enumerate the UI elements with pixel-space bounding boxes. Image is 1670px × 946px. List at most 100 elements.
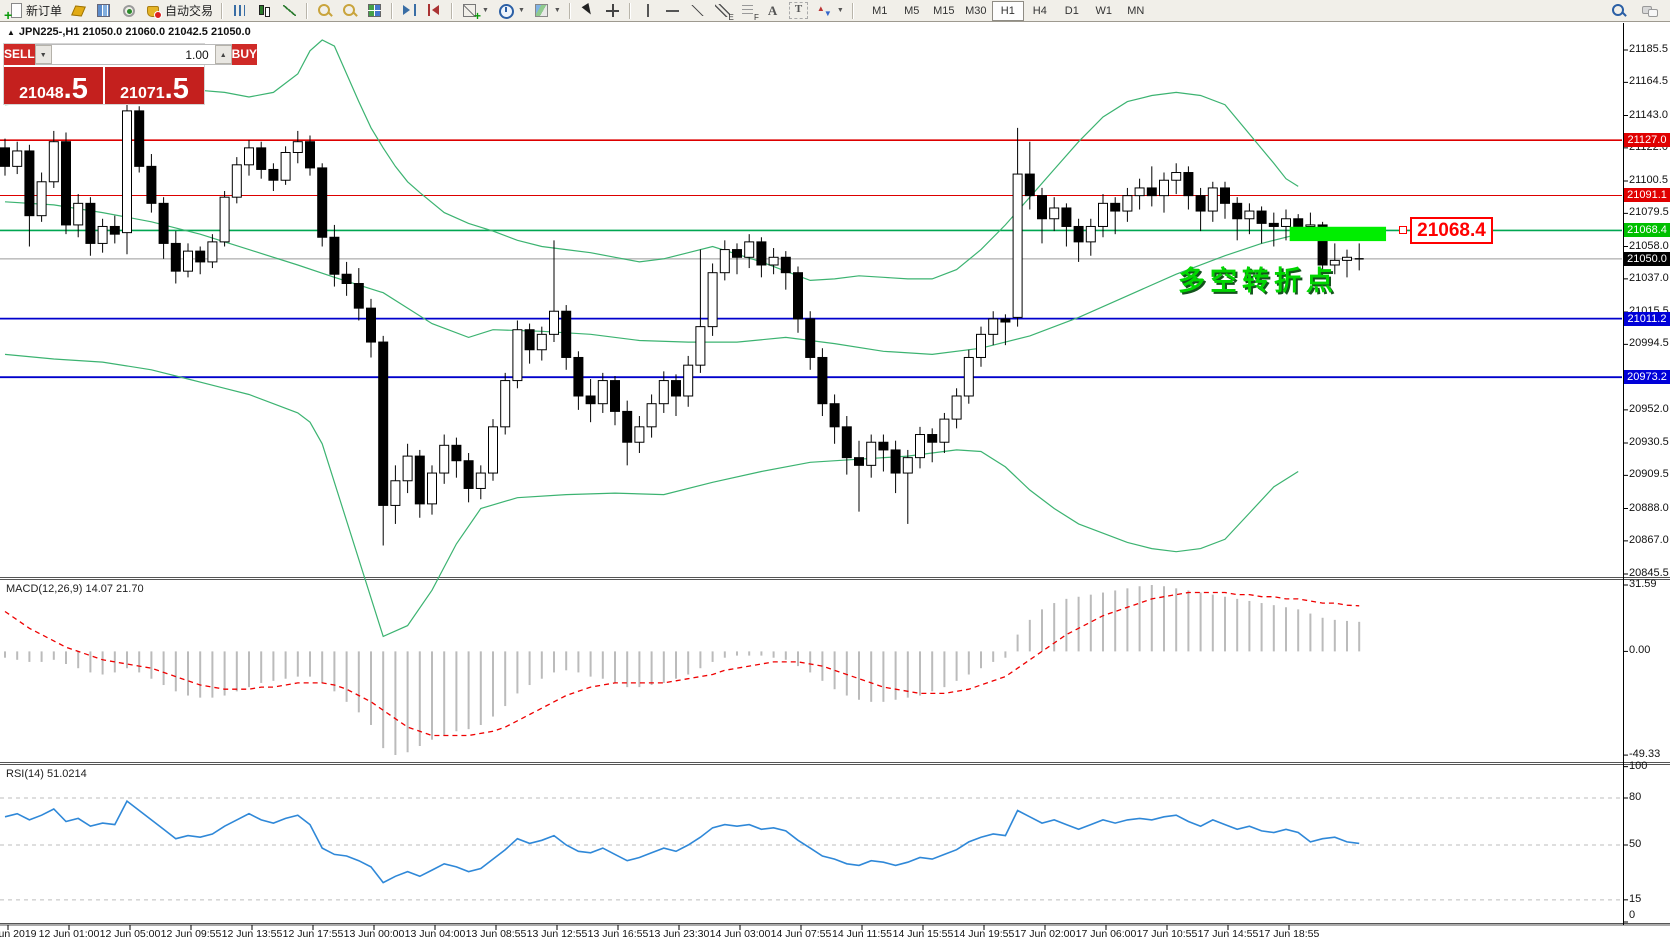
volume-down-button[interactable]: ▼	[34, 45, 52, 64]
axis-time-label: 17 Jun 02:00	[1014, 928, 1076, 940]
timeframe-h4[interactable]: H4	[1032, 4, 1047, 17]
symbols-button[interactable]	[66, 0, 91, 22]
market-watch-button[interactable]	[91, 0, 116, 22]
axis-price-label: 21037.0	[1629, 271, 1669, 284]
horizontal-line-button[interactable]	[660, 0, 685, 22]
axis-time-label: 14 Jun 11:55	[832, 928, 892, 940]
axis-price-label: 20845.5	[1629, 567, 1669, 579]
text-label-icon	[788, 2, 808, 19]
autotrading-button[interactable]: 自动交易	[141, 0, 217, 22]
axis-time-label: 13 Jun 12:55	[526, 928, 588, 940]
search-button[interactable]	[1606, 0, 1631, 22]
buy-price-tile[interactable]: 21071.5	[105, 67, 204, 104]
tile-windows-button[interactable]	[362, 0, 387, 22]
buy-price-frac: .5	[164, 73, 189, 106]
sell-price-main: 21048	[19, 85, 64, 102]
text-button[interactable]	[760, 0, 785, 22]
axis-time-label: 12 Jun 01:00	[38, 928, 100, 940]
template-icon	[533, 3, 550, 18]
chart-annotation-text: 多空转折点	[1178, 266, 1338, 296]
timeframe-w1[interactable]: W1	[1095, 4, 1113, 17]
vertical-line-button[interactable]	[635, 0, 660, 22]
arrows-button[interactable]: ▼	[812, 0, 848, 22]
timeframe-m5[interactable]: M5	[904, 4, 920, 17]
sell-button[interactable]: SELL	[4, 44, 35, 65]
buy-button[interactable]: BUY	[231, 44, 258, 65]
timeframe-m1[interactable]: M1	[872, 4, 888, 17]
toolbar-separator	[568, 2, 571, 19]
timeframe-group: M1 M5 M15 M30 H1 H4 D1 W1 MN	[864, 0, 1152, 21]
toolbar-separator	[306, 2, 309, 19]
axis-price-label: 20952.0	[1629, 402, 1669, 415]
crosshair-button[interactable]	[600, 0, 625, 22]
axis-price-label: 0.00	[1629, 644, 1651, 657]
fibonacci-button[interactable]	[735, 0, 760, 22]
axis-time-label: 14 Jun 07:55	[770, 928, 832, 940]
new-order-button[interactable]: 新订单	[2, 0, 66, 22]
price-badge: 20973.2	[1624, 370, 1670, 385]
axis-price-label: 100	[1629, 759, 1648, 772]
trendline-button[interactable]	[685, 0, 710, 22]
vertical-line-icon	[639, 3, 656, 18]
signals-button[interactable]	[116, 0, 141, 22]
toolbar-separator	[628, 2, 631, 19]
cursor-button[interactable]	[575, 0, 600, 22]
sell-price-tile[interactable]: 21048.5	[4, 67, 103, 104]
symbols-icon	[70, 3, 87, 18]
chevron-down-icon[interactable]: ▼	[517, 7, 525, 14]
axis-price-label: 15	[1629, 892, 1642, 905]
horizontal-line-icon	[664, 3, 681, 18]
candlestick-chart-button[interactable]	[252, 0, 277, 22]
toolbar-separator	[221, 2, 224, 19]
timeframe-m15[interactable]: M15	[933, 4, 955, 17]
chart-shift-button[interactable]	[397, 0, 422, 22]
timeframe-m30[interactable]: M30	[965, 4, 987, 17]
neworder-icon	[4, 3, 23, 22]
channel-button[interactable]	[710, 0, 735, 22]
chevron-down-icon[interactable]: ▼	[553, 7, 561, 14]
axis-time-label: 13 Jun 16:55	[587, 928, 649, 940]
timeframe-h1[interactable]: H1	[991, 0, 1024, 21]
axis-price-label: 21164.5	[1629, 75, 1668, 88]
chevron-down-icon[interactable]: ▼	[836, 7, 844, 14]
axis-price-label: 80	[1629, 790, 1642, 803]
price-badge: 21091.1	[1624, 188, 1670, 203]
price-callout-label[interactable]: 21068.4	[1410, 217, 1493, 244]
bar-chart-button[interactable]	[227, 0, 252, 22]
indicators-button[interactable]: ▼	[457, 0, 493, 22]
periods-button[interactable]: ▼	[493, 0, 529, 22]
line-chart-button[interactable]	[277, 0, 302, 22]
crosshair-icon	[604, 3, 621, 18]
zoom-in-button[interactable]	[312, 0, 337, 22]
rsi-indicator-label: RSI(14) 51.0214	[6, 768, 87, 780]
timeframe-mn[interactable]: MN	[1127, 4, 1145, 17]
chevron-down-icon[interactable]: ▼	[482, 7, 489, 14]
templates-button[interactable]: ▼	[529, 0, 565, 22]
price-badge: 21050.0	[1624, 251, 1670, 266]
volume-up-button[interactable]: ▲	[214, 45, 232, 64]
search-icon	[1610, 3, 1627, 18]
callout-anchor-marker[interactable]	[1399, 226, 1407, 234]
text-label-button[interactable]	[785, 0, 812, 22]
chart-title-text: JPN225-,H1 21050.0 21060.0 21042.5 21050…	[18, 26, 251, 38]
volume-control: ▼ ▲	[34, 44, 232, 65]
axis-price-label: 21143.0	[1629, 108, 1668, 121]
axis-price-label: 50	[1629, 838, 1642, 850]
auto-scroll-button[interactable]	[422, 0, 447, 22]
chart-shift-icon	[401, 3, 418, 18]
autotrading-button-label: 自动交易	[165, 4, 214, 18]
axis-price-label: 20930.5	[1629, 436, 1669, 448]
timeframe-d1[interactable]: D1	[1064, 4, 1079, 17]
axis-price-label: 21100.5	[1629, 174, 1668, 186]
axis-price-label: 0	[1629, 909, 1636, 921]
zoom-out-button[interactable]	[337, 0, 362, 22]
clock-icon	[497, 3, 514, 19]
new-order-button-label: 新订单	[26, 4, 63, 18]
chat-button[interactable]	[1637, 0, 1662, 22]
text-icon	[764, 3, 781, 18]
autotrading-icon	[145, 3, 163, 19]
volume-input[interactable]	[51, 45, 215, 64]
toolbar-right-group	[1606, 0, 1668, 22]
